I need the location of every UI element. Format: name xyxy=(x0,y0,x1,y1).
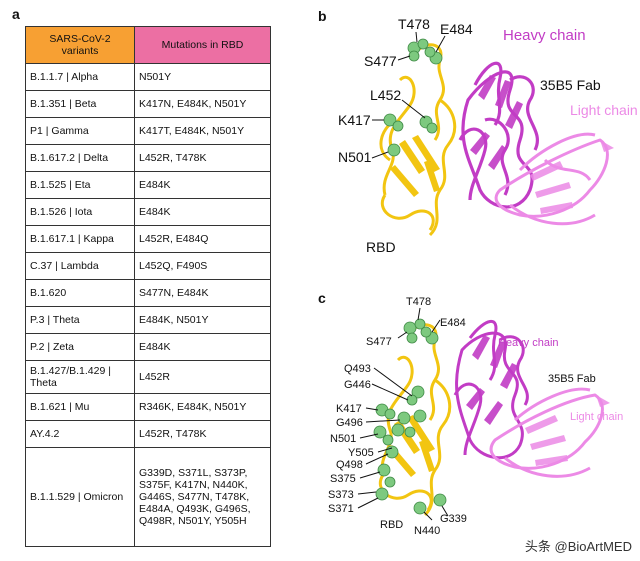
table-row: B.1.1.529 | Omicron G339D, S371L, S373P, … xyxy=(25,447,271,547)
variant-cell: B.1.526 | Iota xyxy=(25,198,135,226)
table-row: P.2 | Zeta E484K xyxy=(25,333,271,361)
res-c-s375: S375 xyxy=(330,473,356,485)
panel-c-structure: T478 E484 S477 Q493 G446 K417 G496 N501 … xyxy=(328,296,623,537)
table-row: AY.4.2 L452R, T478K xyxy=(25,420,271,448)
res-c-n440: N440 xyxy=(414,525,440,537)
residue-labels-b: T478 E484 S477 L452 K417 N501 xyxy=(338,16,473,165)
rbd-strands-b xyxy=(390,135,440,197)
res-c-t478: T478 xyxy=(406,296,431,308)
residue-spheres-b xyxy=(383,38,443,157)
residue-pointers-c xyxy=(357,307,449,521)
res-b-s477: S477 xyxy=(364,53,397,69)
watermark: 头条 @BioArtMED xyxy=(524,539,632,554)
fab-label-b: 35B5 Fab xyxy=(540,77,601,93)
res-c-k417: K417 xyxy=(336,403,362,415)
rbd-label-b: RBD xyxy=(366,239,396,255)
mutations-cell: K417T, E484K, N501Y xyxy=(134,117,271,145)
residue-spheres-c xyxy=(373,318,447,515)
heavy-chain-label-b: Heavy chain xyxy=(503,27,586,44)
res-b-e484: E484 xyxy=(440,21,473,37)
panel-label-b: b xyxy=(318,8,327,24)
variant-cell: B.1.525 | Eta xyxy=(25,171,135,199)
table-row: C.37 | Lambda L452Q, F490S xyxy=(25,252,271,280)
table-row: B.1.621 | Mu R346K, E484K, N501Y xyxy=(25,393,271,421)
heavy-chain-strands-b xyxy=(470,75,523,170)
res-b-l452: L452 xyxy=(370,87,401,103)
mutations-cell: E484K xyxy=(134,171,271,199)
variant-cell: P.2 | Zeta xyxy=(25,333,135,361)
heavy-chain-strands-c xyxy=(466,335,518,425)
light-chain-strands-c xyxy=(525,395,610,466)
mutations-cell: L452R, T478K xyxy=(134,144,271,172)
table-row: B.1.617.1 | Kappa L452R, E484Q xyxy=(25,225,271,253)
res-c-e484: E484 xyxy=(440,317,466,329)
res-b-t478: T478 xyxy=(398,16,430,32)
header-mutations: Mutations in RBD xyxy=(134,26,271,64)
panel-b-structure: T478 E484 S477 L452 K417 N501 Heavy chai… xyxy=(338,16,638,255)
res-c-s371: S371 xyxy=(328,503,354,515)
variant-cell: AY.4.2 xyxy=(25,420,135,448)
table-row: B.1.351 | Beta K417N, E484K, N501Y xyxy=(25,90,271,118)
res-b-n501: N501 xyxy=(338,149,372,165)
res-c-n501: N501 xyxy=(330,433,356,445)
heavy-chain-label-c: Heavy chain xyxy=(498,337,559,349)
light-chain-label-c: Light chain xyxy=(570,411,623,423)
res-b-k417: K417 xyxy=(338,112,371,128)
mutations-cell: G339D, S371L, S373P, S375F, K417N, N440K… xyxy=(134,447,271,547)
res-c-s373: S373 xyxy=(328,489,354,501)
mutations-cell: N501Y xyxy=(134,63,271,91)
res-c-g446: G446 xyxy=(344,379,371,391)
residue-pointers-b xyxy=(371,31,446,159)
variant-cell: C.37 | Lambda xyxy=(25,252,135,280)
mutations-cell: E484K xyxy=(134,333,271,361)
variant-cell: B.1.617.2 | Delta xyxy=(25,144,135,172)
table-row: B.1.427/B.1.429 | Theta L452R xyxy=(25,360,271,394)
variant-cell: B.1.620 xyxy=(25,279,135,307)
mutations-cell: K417N, E484K, N501Y xyxy=(134,90,271,118)
res-c-g496: G496 xyxy=(336,417,363,429)
heavy-chain-ribbon-b xyxy=(458,61,539,209)
header-variants: SARS-CoV-2 variants xyxy=(25,26,135,64)
panel-label-a: a xyxy=(12,6,20,22)
res-c-q498: Q498 xyxy=(336,459,363,471)
table-row: B.1.1.7 | Alpha N501Y xyxy=(25,63,271,91)
mutations-cell: L452R, T478K xyxy=(134,420,271,448)
variant-cell: B.1.427/B.1.429 | Theta xyxy=(25,360,135,394)
variants-table: SARS-CoV-2 variants Mutations in RBD B.1… xyxy=(25,26,271,547)
light-chain-strands-b xyxy=(530,140,614,214)
res-c-y505: Y505 xyxy=(348,447,374,459)
fab-label-c: 35B5 Fab xyxy=(548,373,596,385)
mutations-cell: L452R, E484Q xyxy=(134,225,271,253)
heavy-chain-ribbon-c xyxy=(453,320,529,460)
variant-cell: B.1.621 | Mu xyxy=(25,393,135,421)
residue-labels-c: T478 E484 S477 Q493 G446 K417 G496 N501 … xyxy=(328,296,467,537)
table-row: B.1.617.2 | Delta L452R, T478K xyxy=(25,144,271,172)
mutations-cell: E484K, N501Y xyxy=(134,306,271,334)
light-chain-label-b: Light chain xyxy=(570,102,638,118)
res-c-g339: G339 xyxy=(440,513,467,525)
light-chain-ribbon-c xyxy=(489,387,604,478)
res-c-rbd: RBD xyxy=(380,519,403,531)
panel-label-c: c xyxy=(318,290,326,306)
mutations-cell: L452R xyxy=(134,360,271,394)
mutations-cell: L452Q, F490S xyxy=(134,252,271,280)
variant-cell: P1 | Gamma xyxy=(25,117,135,145)
table-row: P.3 | Theta E484K, N501Y xyxy=(25,306,271,334)
res-c-q493: Q493 xyxy=(344,363,371,375)
table-row: P1 | Gamma K417T, E484K, N501Y xyxy=(25,117,271,145)
light-chain-ribbon-b xyxy=(494,132,609,226)
res-c-s477: S477 xyxy=(366,336,392,348)
table-row: B.1.525 | Eta E484K xyxy=(25,171,271,199)
